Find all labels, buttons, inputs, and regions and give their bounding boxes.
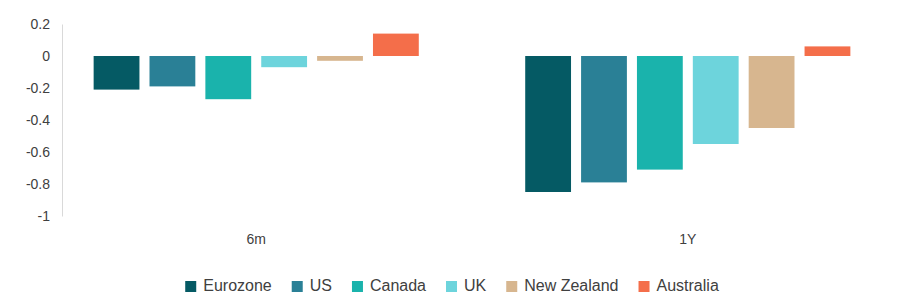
series (205, 56, 682, 170)
bar (150, 56, 196, 86)
legend-swatch (352, 281, 363, 292)
y-tick: -0.2 (26, 80, 62, 96)
bar (205, 56, 251, 99)
legend-item: UK (446, 277, 487, 294)
x-tick: 6m (246, 216, 265, 247)
legend-label: Australia (657, 277, 719, 294)
legend: Eurozone US Canada UK New Zealand Australia (185, 277, 719, 294)
legend-item: Canada (352, 277, 426, 294)
y-tick: 0 (42, 48, 62, 64)
bar (525, 56, 571, 192)
series (373, 34, 850, 56)
legend-swatch (185, 281, 196, 292)
legend-item: Eurozone (185, 277, 272, 294)
y-tick-label: -1 (38, 208, 51, 224)
y-tick: 0.2 (31, 16, 62, 32)
legend-label: US (310, 277, 332, 294)
bar (94, 56, 140, 90)
plot: -1 -0.8 -0.6 -0.4 -0.2 0 0.2 6m 1Y (26, 16, 850, 247)
legend-swatch (506, 281, 517, 292)
bar (261, 56, 307, 67)
y-tick-label: 0 (42, 48, 50, 64)
legend-label: Eurozone (203, 277, 272, 294)
legend-item: US (292, 277, 332, 294)
bars (94, 34, 851, 192)
chart: -1 -0.8 -0.6 -0.4 -0.2 0 0.2 6m 1Y Eurozone US Cana… (0, 0, 904, 302)
series (150, 56, 627, 182)
legend-label: New Zealand (524, 277, 618, 294)
legend-item: New Zealand (506, 277, 618, 294)
bar (749, 56, 795, 128)
y-tick: -0.8 (26, 176, 62, 192)
bar (317, 56, 363, 61)
bar (581, 56, 627, 182)
y-axis-line (62, 25, 63, 217)
legend-label: Canada (370, 277, 426, 294)
x-tick-label: 6m (246, 231, 265, 247)
chart-container: -1 -0.8 -0.6 -0.4 -0.2 0 0.2 6m 1Y Eurozone US Cana… (0, 0, 904, 302)
y-tick-label: -0.8 (26, 176, 50, 192)
legend-swatch (639, 281, 650, 292)
bar (637, 56, 683, 170)
y-tick-label: 0.2 (31, 16, 51, 32)
x-tick: 1Y (679, 216, 697, 247)
legend-swatch (292, 281, 303, 292)
series (261, 56, 738, 144)
legend-item: Australia (639, 277, 719, 294)
x-axis: 6m 1Y (246, 216, 697, 247)
y-tick: -0.4 (26, 112, 62, 128)
bar (693, 56, 739, 144)
bar (373, 34, 419, 56)
bar (805, 46, 851, 56)
y-tick-label: -0.4 (26, 112, 50, 128)
legend-swatch (446, 281, 457, 292)
legend-label: UK (464, 277, 487, 294)
series (317, 56, 794, 128)
y-axis: -1 -0.8 -0.6 -0.4 -0.2 0 0.2 (26, 16, 63, 224)
series (94, 56, 571, 192)
y-tick: -1 (38, 208, 62, 224)
y-tick: -0.6 (26, 144, 62, 160)
x-tick-label: 1Y (679, 231, 697, 247)
y-tick-label: -0.6 (26, 144, 50, 160)
y-tick-label: -0.2 (26, 80, 50, 96)
